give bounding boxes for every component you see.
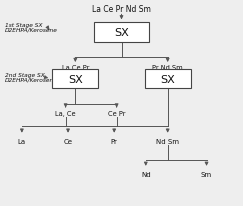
Text: SX: SX [160,74,175,84]
Text: Ce: Ce [63,138,73,144]
FancyBboxPatch shape [52,70,98,89]
Text: La Ce Pr: La Ce Pr [62,65,89,71]
Text: La Ce Pr Nd Sm: La Ce Pr Nd Sm [92,5,151,14]
Text: Nd: Nd [141,171,151,177]
Text: La, Ce: La, Ce [55,110,76,116]
FancyBboxPatch shape [145,70,191,89]
Text: 1st Stage SX: 1st Stage SX [5,23,42,28]
Text: SX: SX [114,28,129,38]
Text: La: La [18,138,26,144]
Text: D2EHPA/Kerosene: D2EHPA/Kerosene [5,77,58,82]
Text: D2EHPA/Kerosene: D2EHPA/Kerosene [5,27,58,32]
Text: 2nd Stage SX: 2nd Stage SX [5,73,45,78]
Text: Pr Nd Sm: Pr Nd Sm [152,65,183,71]
Text: Sm: Sm [201,171,212,177]
Text: SX: SX [68,74,83,84]
Text: Ce Pr: Ce Pr [108,110,125,116]
FancyBboxPatch shape [94,23,149,43]
Text: Pr: Pr [111,138,118,144]
Text: Nd Sm: Nd Sm [156,138,179,144]
